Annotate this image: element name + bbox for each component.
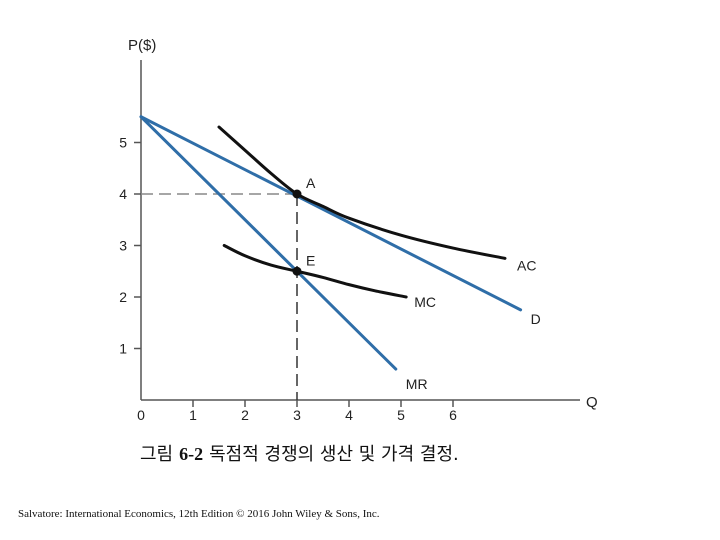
x-tick-label: 6 [449, 407, 457, 423]
y-tick-label: 5 [119, 135, 127, 151]
point-label-e: E [306, 252, 315, 268]
x-tick-label: 4 [345, 407, 353, 423]
x-tick-label: 3 [293, 407, 301, 423]
figure-caption: 그림 6-2 독점적 경쟁의 생산 및 가격 결정. [140, 440, 600, 466]
curve-label-ac: AC [517, 257, 536, 273]
x-axis-title: Q [586, 394, 598, 411]
guide-lines [141, 193, 298, 400]
curve-d [139, 115, 523, 312]
point-e [292, 266, 302, 276]
y-tick-label: 1 [119, 341, 127, 357]
points: AE [292, 175, 316, 276]
x-tick-label: 0 [137, 407, 145, 423]
curve-mr [139, 115, 398, 371]
point-label-a: A [306, 175, 316, 191]
curve-label-d: D [531, 311, 541, 327]
curve-ac [217, 125, 507, 260]
caption-prefix: 그림 [140, 444, 174, 465]
x-tick-label: 1 [189, 407, 197, 423]
point-a [292, 189, 302, 199]
x-tick-label: 2 [241, 407, 249, 423]
y-tick-label: 3 [119, 238, 127, 254]
curve-label-mr: MR [406, 376, 428, 392]
curve-label-mc: MC [414, 294, 436, 310]
y-axis-title: P($) [128, 37, 156, 54]
x-tick-label: 5 [397, 407, 405, 423]
axis-ticks: 0 1 2 3 4 5 6 1 2 3 4 5 [119, 135, 457, 424]
curve-mc [222, 244, 408, 299]
y-tick-label: 4 [119, 186, 127, 202]
caption-text: 독점적 경쟁의 생산 및 가격 결정. [209, 444, 459, 465]
y-tick-label: 2 [119, 289, 127, 305]
curves: D MR AC MC [139, 115, 541, 392]
source-credit: Salvatore: International Economics, 12th… [18, 508, 380, 520]
caption-number: 6-2 [179, 444, 204, 464]
